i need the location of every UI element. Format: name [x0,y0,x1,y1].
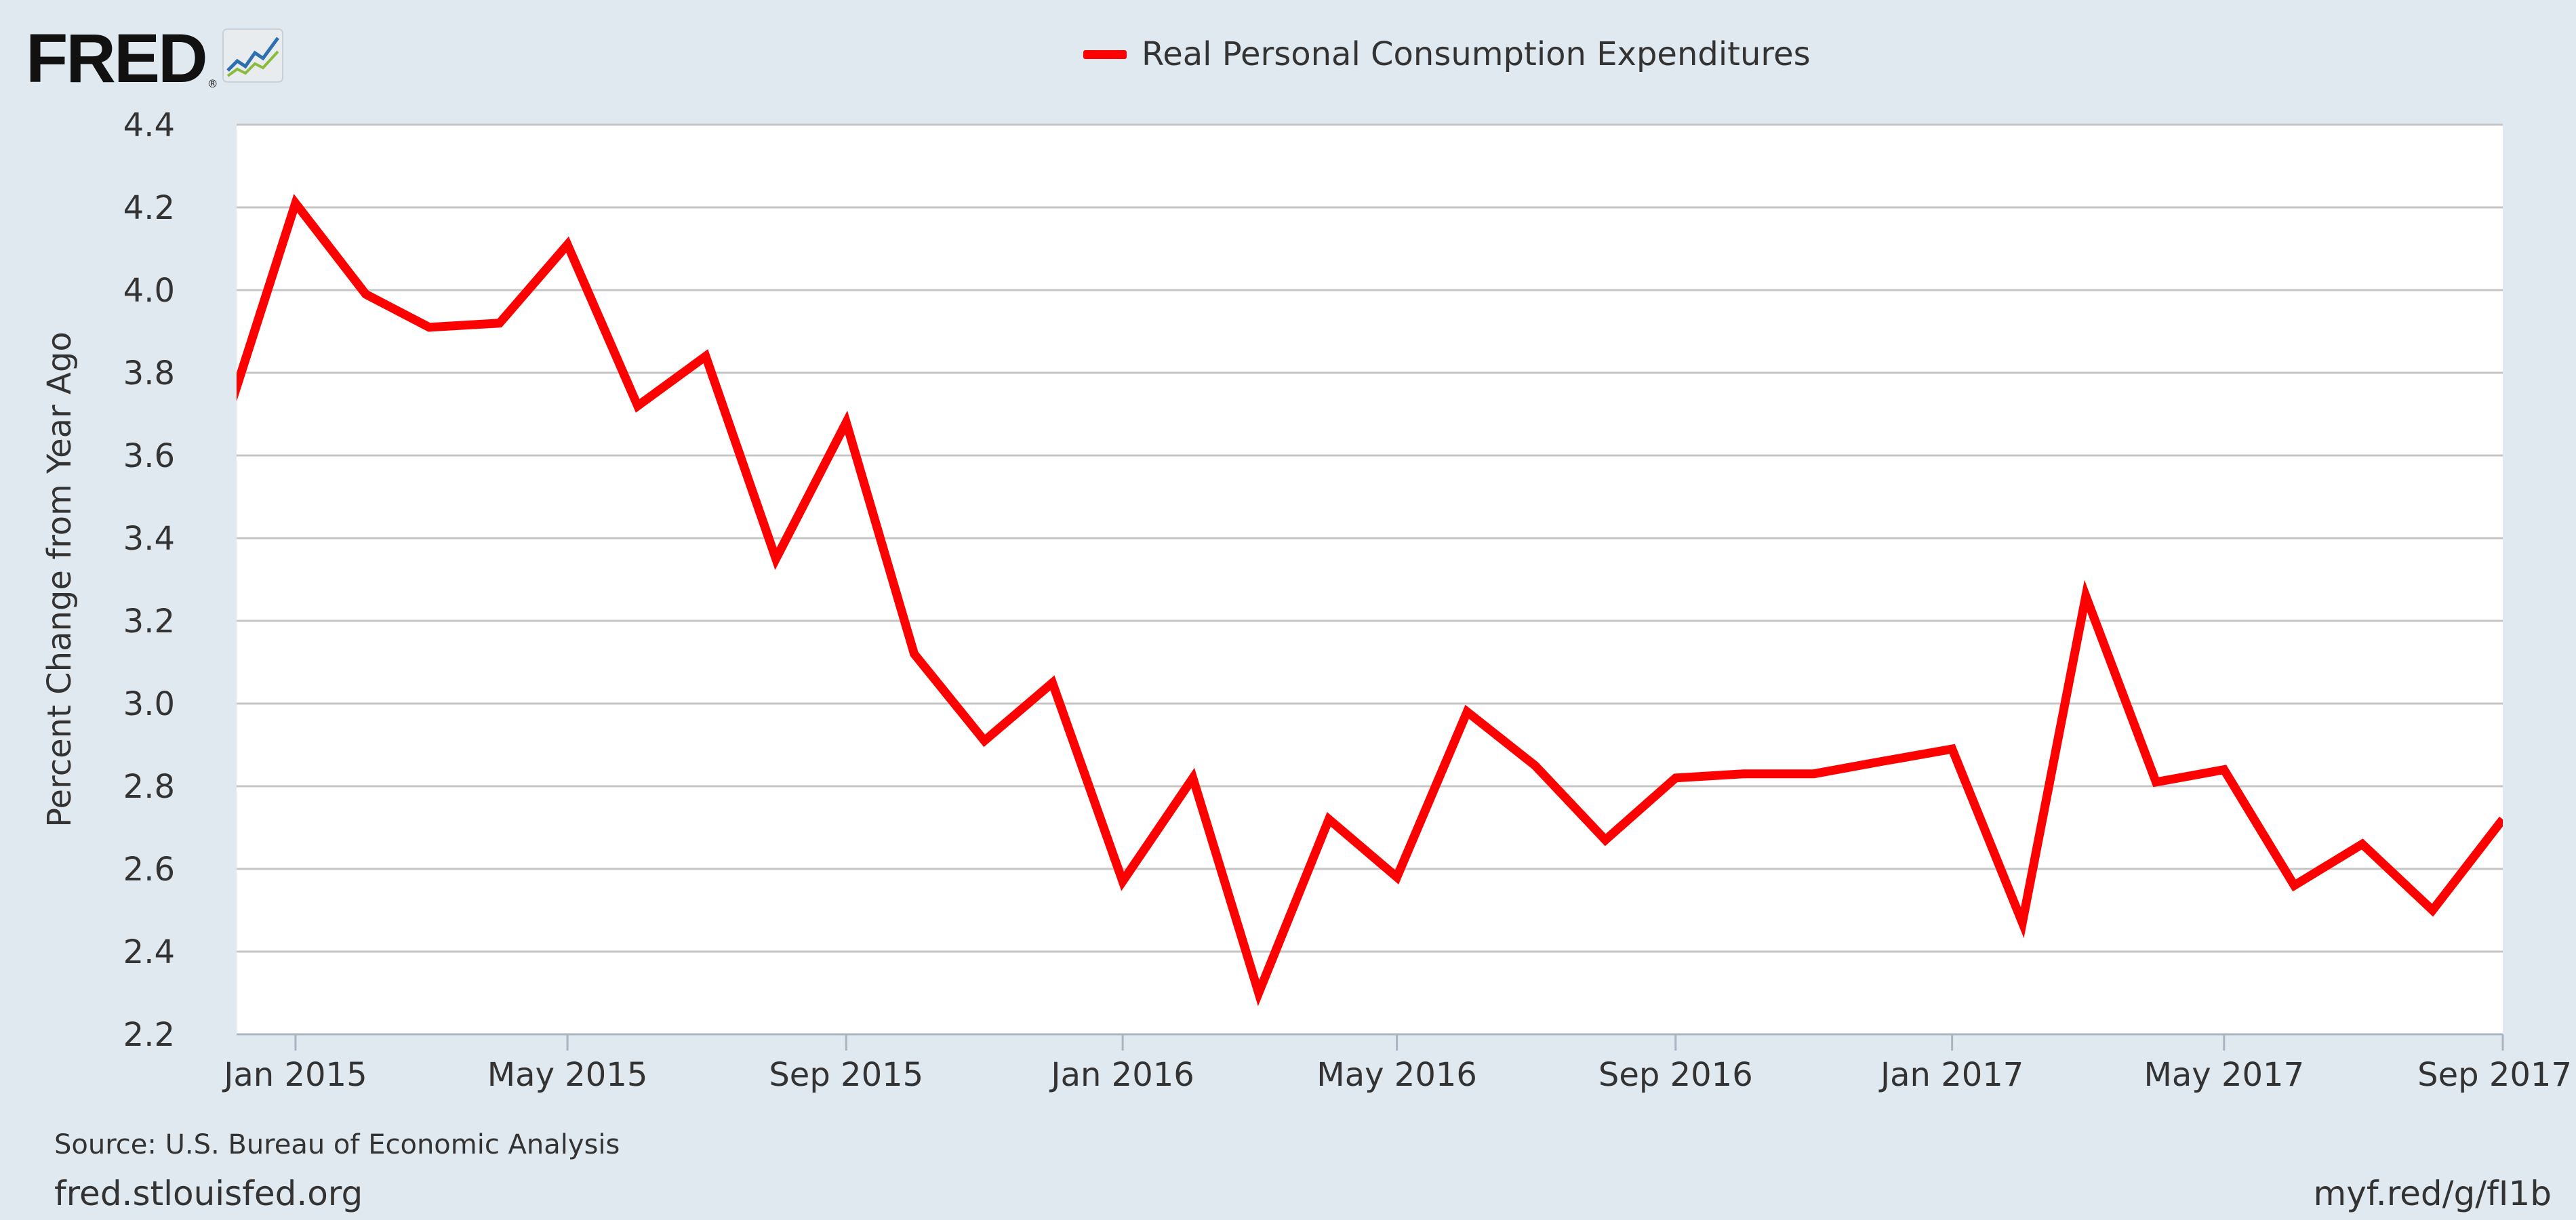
y-axis: 2.2 2.4 2.6 2.8 3.0 3.2 3.4 3.6 3.8 4.0 4.2 4.4 [123,106,175,1054]
y-tick-label: 2.2 [123,1016,175,1054]
data-point[interactable] [2427,905,2438,916]
legend-swatch [1083,49,1127,59]
source-note: Source: U.S. Bureau of Economic Analysis [54,1129,620,1160]
chart-legend[interactable]: Real Personal Consumption Expenditures [1083,34,1811,75]
x-axis: Jan 2015 May 2015 Sep 2015 Jan 2016 May 2016… [222,1034,2572,1094]
y-tick-label: 3.4 [123,520,175,558]
data-point[interactable] [1253,988,1264,998]
data-point[interactable] [700,351,711,362]
registered-mark: ® [207,77,218,90]
y-tick-label: 4.4 [123,106,175,144]
data-point[interactable] [562,239,573,250]
data-point[interactable] [494,318,505,329]
data-point[interactable] [1670,773,1681,784]
data-point[interactable] [1876,756,1887,767]
x-tick-label: Sep 2017 [2417,1056,2572,1094]
x-tick-label: Jan 2017 [1878,1056,2024,1094]
data-point[interactable] [361,289,371,300]
data-point[interactable] [1117,876,1128,887]
series-line[interactable] [225,194,2503,1006]
data-point[interactable] [2289,880,2299,891]
site-link[interactable]: fred.stlouisfed.org [54,1174,363,1213]
data-point[interactable] [841,417,851,428]
data-point[interactable] [2080,590,2091,601]
data-point[interactable] [1600,834,1611,845]
x-tick-label: May 2015 [487,1056,648,1094]
legend-label: Real Personal Consumption Expenditures [1142,35,1811,73]
data-point[interactable] [2219,765,2230,775]
data-point[interactable] [771,554,782,565]
y-tick-label: 2.8 [123,768,175,806]
short-link[interactable]: myf.red/g/fI1b [2313,1174,2552,1213]
fred-logo-text: FRED [26,20,208,97]
data-point[interactable] [2017,917,2028,928]
x-tick-label: Sep 2016 [1598,1056,1753,1094]
x-tick-label: May 2017 [2144,1056,2304,1094]
data-point[interactable] [1530,760,1541,771]
data-point[interactable] [1738,769,1749,779]
y-tick-label: 4.2 [123,189,175,227]
plot-area [237,125,2503,1034]
data-point[interactable] [1462,706,1472,717]
data-point[interactable] [290,198,301,209]
data-point[interactable] [1047,678,1058,689]
y-tick-label: 2.6 [123,851,175,889]
y-tick-label: 3.2 [123,603,175,640]
y-tick-label: 3.6 [123,437,175,475]
gridlines [237,123,2503,1036]
data-point[interactable] [424,322,435,333]
data-point[interactable] [2497,814,2508,825]
data-point[interactable] [1809,769,1819,779]
x-tick-label: Jan 2015 [222,1056,367,1094]
data-point[interactable] [909,649,920,659]
data-point[interactable] [979,735,990,746]
data-point[interactable] [2151,777,2162,788]
data-point[interactable] [1188,773,1199,784]
data-point[interactable] [2357,838,2368,849]
y-tick-label: 4.0 [123,272,175,310]
line-chart[interactable]: 2.2 2.4 2.6 2.8 3.0 3.2 3.4 3.6 3.8 4.0 4.2 4.4 Jan… [0,0,2576,1125]
y-tick-label: 2.4 [123,933,175,971]
fred-logo[interactable]: FRED ® [26,20,283,97]
x-tick-label: Jan 2016 [1049,1056,1194,1094]
x-tick-label: May 2016 [1316,1056,1477,1094]
y-axis-title: Percent Change from Year Ago [41,331,79,827]
x-tick-label: Sep 2015 [769,1056,923,1094]
y-tick-label: 3.0 [123,685,175,723]
y-tick-label: 3.8 [123,354,175,392]
data-point[interactable] [1947,744,1958,754]
data-point[interactable] [1392,872,1403,882]
data-point[interactable] [632,401,643,411]
data-point[interactable] [1323,814,1334,825]
fred-line-chart-icon [222,28,283,85]
